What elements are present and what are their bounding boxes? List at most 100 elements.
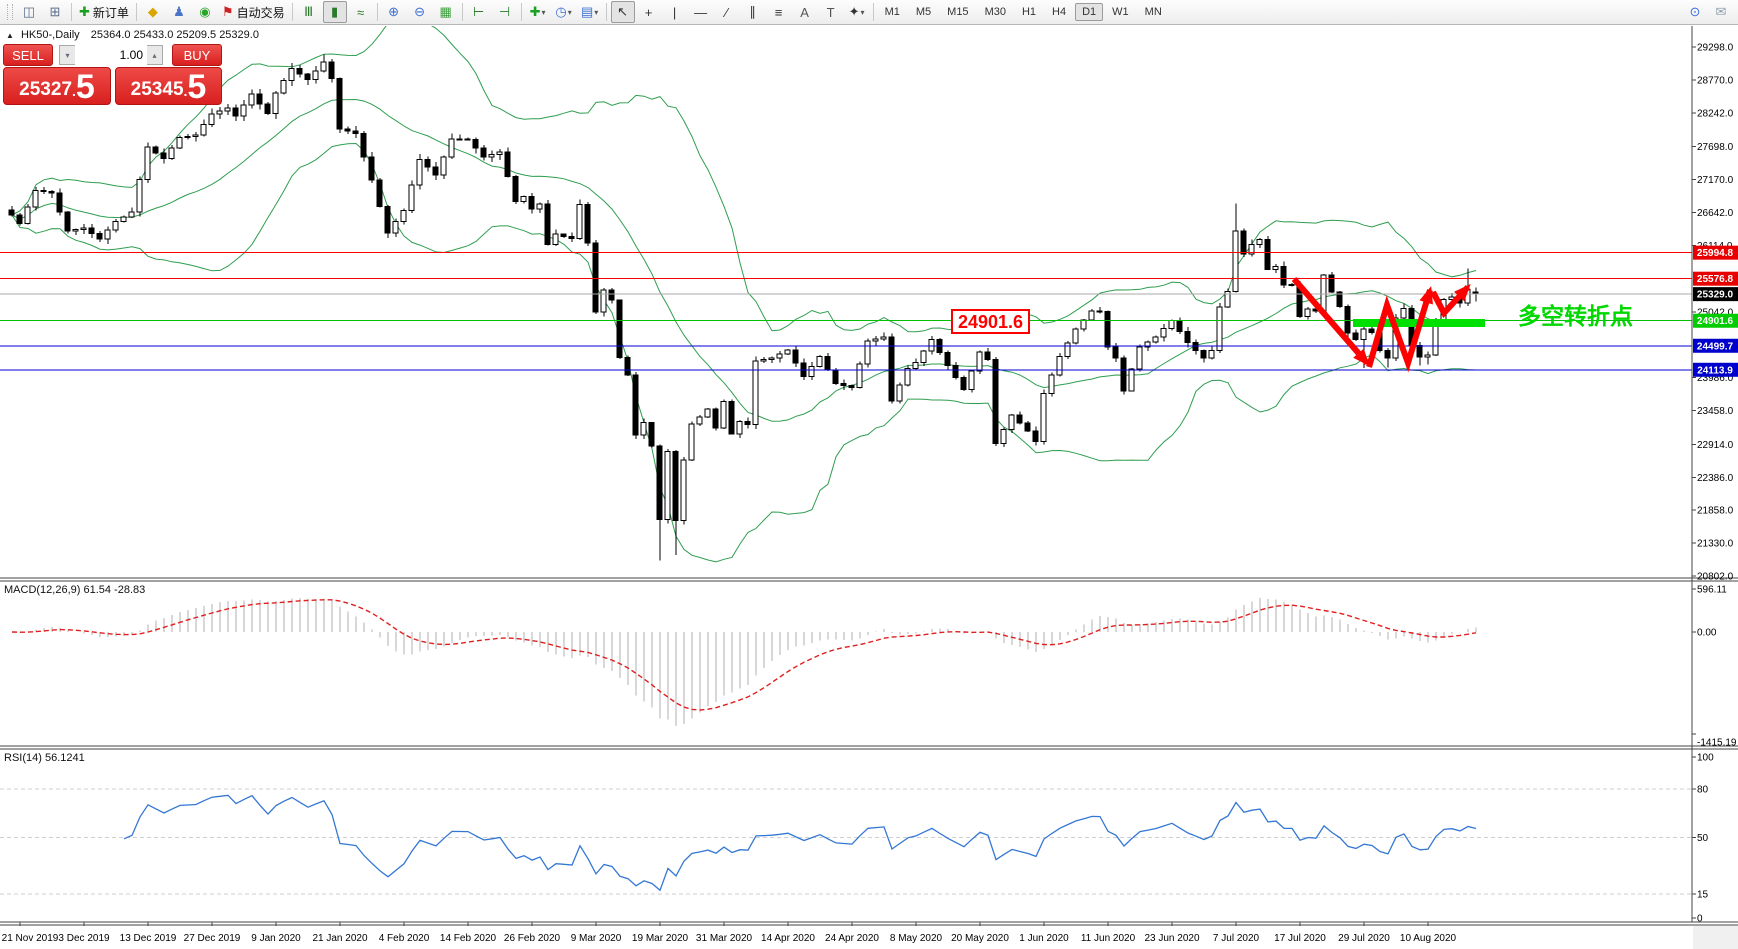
signals-icon[interactable]: ◉ [193, 1, 217, 23]
zoom-in-icon: ⊕ [388, 4, 400, 19]
price-label-24499.7: 24499.7 [1693, 338, 1738, 353]
sell-price-box[interactable]: 25327. 5 [3, 67, 111, 105]
dropdown-arrow-icon[interactable]: ▾ [541, 7, 546, 17]
zoom-in-icon[interactable]: ⊕ [382, 1, 406, 23]
bar-chart-icon: Ⅲ [304, 4, 314, 19]
candlestick-chart-icon[interactable]: ▮ [322, 1, 347, 23]
turning-point-annotation[interactable]: 多空转折点 [1518, 303, 1633, 329]
cursor-icon[interactable]: ↖ [610, 1, 635, 23]
data-window-icon[interactable]: ⊞ [43, 1, 67, 23]
volume-increase-button[interactable]: ▴ [147, 46, 162, 64]
auto-arrange-icon[interactable]: ⊢ [467, 1, 491, 23]
channel-icon: ∥ [749, 4, 756, 19]
timeframe-m5[interactable]: M5 [915, 6, 932, 18]
macd-label: MACD(12,26,9) 61.54 -28.83 [4, 584, 146, 596]
line-chart-icon[interactable]: ≈ [349, 1, 373, 23]
price-label-25329.0: 25329.0 [1693, 287, 1738, 302]
new-order-button[interactable]: ✚ 新订单 [76, 1, 132, 23]
volume-stepper: ▾ ▴ [59, 45, 163, 65]
date-tick: 3 Dec 2019 [58, 933, 110, 944]
price-tick: 23986.0 [1697, 373, 1734, 384]
periods-icon[interactable]: ◷ ▾ [552, 1, 576, 23]
chart-shift-icon[interactable]: ⊣ [493, 1, 517, 23]
fibonacci-icon[interactable]: ≡ [767, 1, 791, 23]
price-label-24113.9: 24113.9 [1693, 362, 1738, 377]
signals-icon: ◉ [199, 4, 211, 19]
horizontal-line-icon[interactable]: — [689, 1, 713, 23]
timeframe-h4[interactable]: H4 [1052, 6, 1067, 18]
vertical-line-icon[interactable]: | [663, 1, 687, 23]
volume-decrease-button[interactable]: ▾ [60, 46, 75, 64]
tile-windows-icon[interactable]: ▦ [434, 1, 458, 23]
buy-price-dot: . [183, 83, 188, 99]
date-tick: 9 Mar 2020 [571, 933, 622, 944]
rsi-tick: 15 [1697, 889, 1709, 900]
ohlc-readout: 25364.0 25433.0 25209.5 25329.0 [90, 29, 259, 41]
date-tick: 9 Jan 2020 [251, 933, 301, 944]
new-order-button-label: 新订单 [92, 5, 129, 20]
svg-text:25994.8: 25994.8 [1697, 248, 1734, 259]
candlestick-series [8, 54, 1479, 561]
price-scale[interactable]: 29298.0 28770.0 28242.0 27698.0 27170.0 26642… [1692, 43, 1738, 925]
zoom-out-icon[interactable]: ⊖ [408, 1, 432, 23]
price-tick: 23458.0 [1697, 406, 1734, 417]
timeframe-d1[interactable]: D1 [1075, 3, 1104, 21]
templates-icon[interactable]: ▤ ▾ [578, 1, 602, 23]
arrows-icon: ✦ [848, 4, 860, 19]
collapse-panel-icon[interactable]: ▲ [6, 31, 14, 40]
svg-text:25576.8: 25576.8 [1697, 274, 1734, 285]
text-icon[interactable]: A [793, 1, 817, 23]
buy-button[interactable]: BUY [172, 44, 222, 66]
crosshair-icon: + [644, 4, 653, 20]
buy-price-int: 25345 [130, 79, 184, 100]
dropdown-arrow-icon[interactable]: ▾ [567, 7, 572, 17]
price-tick: 22914.0 [1697, 440, 1734, 451]
price-tick: 28242.0 [1697, 108, 1734, 119]
strategy-tester-icon[interactable]: ♟ [167, 1, 191, 23]
add-indicator-icon[interactable]: ✚ ▾ [526, 1, 550, 23]
buy-price-box[interactable]: 25345. 5 [115, 67, 222, 105]
text-label-icon[interactable]: T [819, 1, 843, 23]
timeframe-h1[interactable]: H1 [1021, 6, 1037, 18]
dropdown-arrow-icon[interactable]: ▾ [860, 7, 865, 17]
volume-input[interactable] [75, 45, 147, 65]
date-tick: 24 Apr 2020 [825, 933, 879, 944]
date-tick: 14 Feb 2020 [440, 933, 497, 944]
timeframe-w1[interactable]: W1 [1112, 6, 1129, 18]
bollinger-lower-band [11, 142, 1477, 563]
timeframe-mn[interactable]: MN [1144, 6, 1162, 18]
price-tick: 20802.0 [1697, 572, 1734, 583]
date-tick: 10 Aug 2020 [1400, 933, 1457, 944]
search-icon[interactable]: ⊙ [1689, 4, 1701, 19]
time-scale[interactable]: 21 Nov 2019 3 Dec 2019 13 Dec 2019 27 Dec 2… [2, 922, 1457, 944]
date-tick: 4 Feb 2020 [379, 933, 430, 944]
price-tick: 29298.0 [1697, 43, 1734, 54]
arrows-icon[interactable]: ✦ ▾ [845, 1, 869, 23]
profiles-icon[interactable]: ◫ [17, 1, 41, 23]
timeframe-m1[interactable]: M1 [884, 6, 900, 18]
chat-icon[interactable]: ✉ [1715, 4, 1727, 19]
zoom-out-icon: ⊖ [414, 4, 426, 19]
timeframe-m30[interactable]: M30 [984, 6, 1006, 18]
history-center-icon[interactable]: ◆ [141, 1, 165, 23]
history-center-icon: ◆ [147, 4, 158, 19]
channel-icon[interactable]: ∥ [741, 1, 765, 23]
rsi-pane [0, 788, 1692, 895]
autotrading-button-label: 自动交易 [236, 5, 285, 20]
profiles-icon: ◫ [22, 4, 36, 19]
dropdown-arrow-icon[interactable]: ▾ [594, 7, 599, 17]
bar-chart-icon[interactable]: Ⅲ [297, 1, 321, 23]
candlestick-chart-icon: ▮ [331, 4, 339, 19]
sell-button[interactable]: SELL [3, 44, 53, 66]
chart-title-bar: ▲ HK50-,Daily 25364.0 25433.0 25209.5 25… [6, 29, 259, 41]
crosshair-icon[interactable]: + [637, 1, 661, 23]
autotrading-button[interactable]: ⚑ 自动交易 [219, 1, 288, 23]
price-label-25576.8: 25576.8 [1693, 271, 1738, 286]
date-tick: 8 May 2020 [890, 933, 943, 944]
sell-price-dot: . [72, 83, 76, 99]
trendline-icon[interactable]: ∕ [715, 1, 739, 23]
timeframe-m15[interactable]: M15 [947, 6, 969, 18]
date-tick: 13 Dec 2019 [120, 933, 177, 944]
price-callout-box[interactable] [951, 309, 1030, 334]
